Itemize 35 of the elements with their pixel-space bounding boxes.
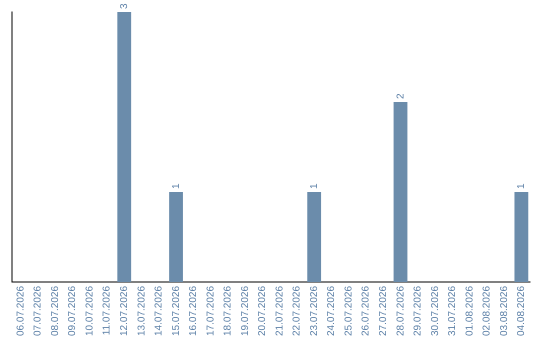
x-tick-label: 14.07.2026 — [154, 286, 165, 336]
x-tick-label: 12.07.2026 — [118, 286, 130, 336]
x-tick-label: 22.07.2026 — [292, 286, 303, 336]
data-label: 3 — [118, 3, 130, 9]
x-tick-label: 13.07.2026 — [136, 286, 148, 336]
x-tick-label: 17.07.2026 — [205, 286, 216, 336]
x-tick-label: 19.07.2026 — [240, 286, 251, 336]
x-tick-label: 15.07.2026 — [170, 286, 182, 336]
x-tick-label: 07.07.2026 — [32, 286, 44, 336]
x-tick-label: 03.08.2026 — [498, 286, 510, 336]
x-tick-label: 06.07.2026 — [15, 286, 26, 336]
x-tick-label: 31.07.2026 — [447, 286, 458, 336]
x-tick-label: 23.07.2026 — [308, 286, 320, 336]
x-tick-label: 26.07.2026 — [360, 286, 372, 336]
x-tick-label: 04.08.2026 — [516, 286, 528, 336]
x-tick-label: 01.08.2026 — [464, 286, 476, 336]
x-tick-label: 08.07.2026 — [50, 286, 61, 336]
x-tick-label: 16.07.2026 — [188, 286, 200, 336]
x-tick-label: 28.07.2026 — [395, 286, 406, 336]
x-tick-label: 24.07.2026 — [326, 286, 338, 336]
data-label: 2 — [395, 92, 406, 99]
x-tick-label: 25.07.2026 — [343, 286, 354, 336]
data-label: 1 — [170, 182, 182, 189]
data-label: 1 — [308, 182, 320, 189]
x-tick-label: 10.07.2026 — [84, 286, 96, 336]
x-tick-label: 20.07.2026 — [257, 286, 268, 336]
x-tick-label: 02.08.2026 — [482, 286, 493, 336]
x-tick-label: 27.07.2026 — [378, 286, 389, 336]
x-tick-label: 30.07.2026 — [430, 286, 441, 336]
x-tick-label: 29.07.2026 — [412, 286, 424, 336]
x-tick-label: 21.07.2026 — [274, 286, 286, 336]
data-label: 1 — [516, 182, 528, 189]
x-tick-label: 11.07.2026 — [102, 286, 113, 336]
x-tick-label: 09.07.2026 — [67, 286, 78, 336]
x-tick-label: 18.07.2026 — [222, 286, 234, 336]
